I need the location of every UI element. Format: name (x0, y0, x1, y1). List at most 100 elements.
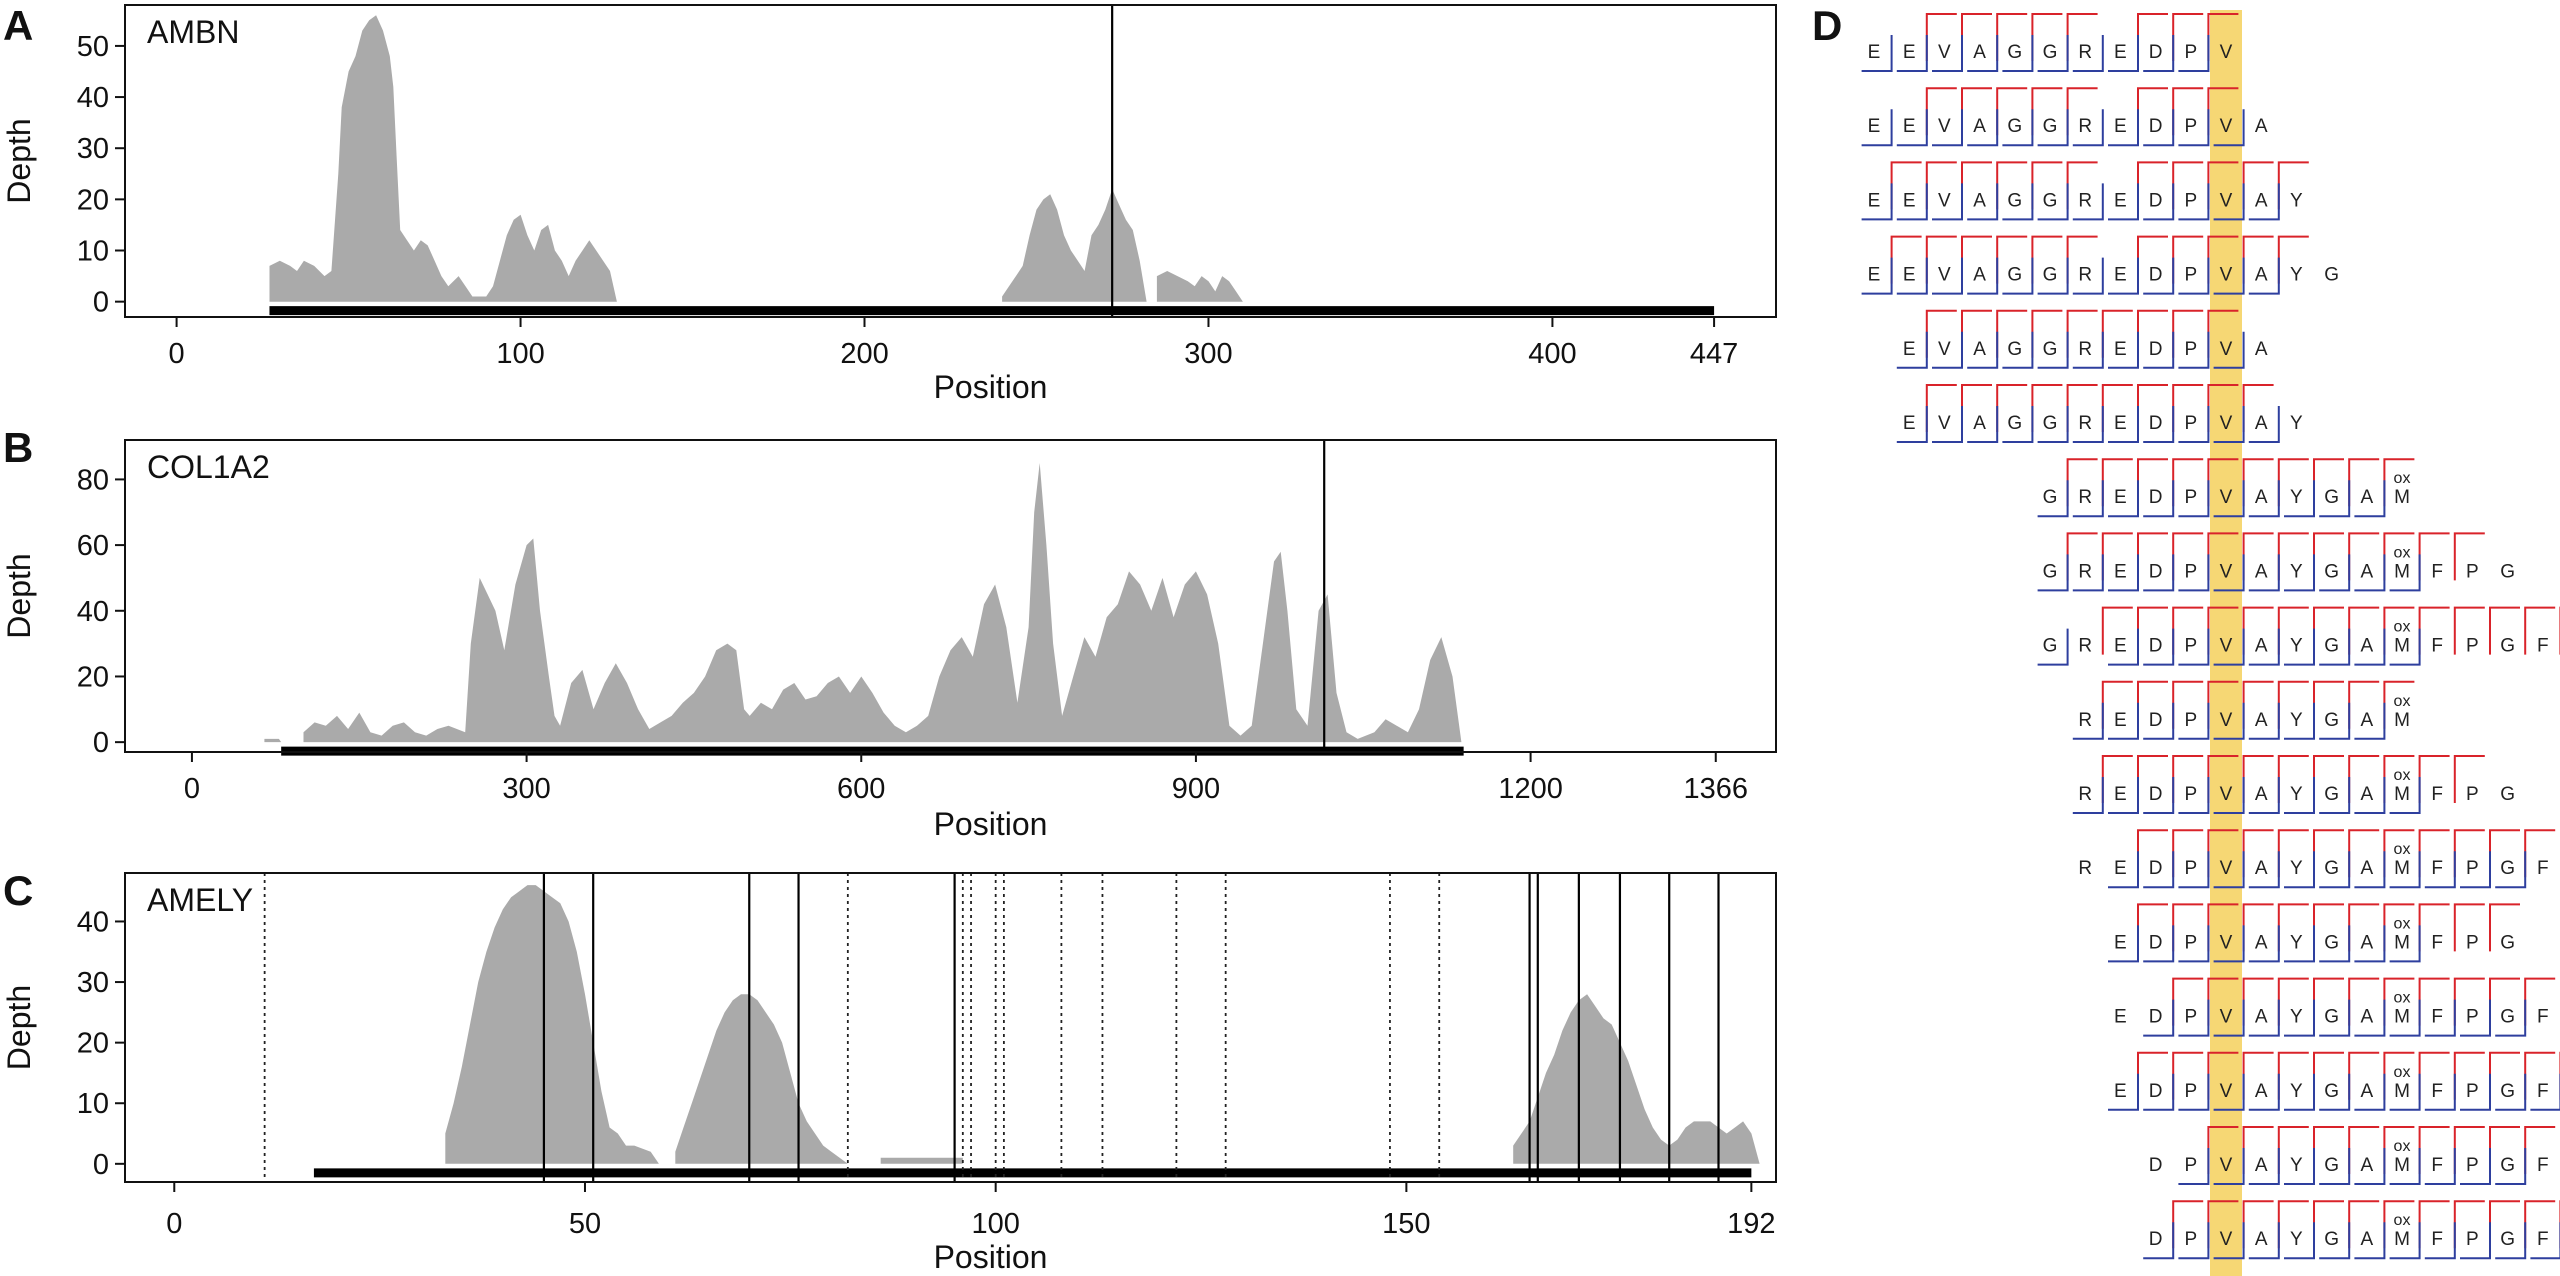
y-ion-bracket (1932, 35, 1963, 72)
y-ion-bracket (2389, 1073, 2421, 1111)
x-tick-label: 100 (496, 338, 544, 370)
y-ion-bracket (2424, 1148, 2456, 1185)
y-ion-bracket (1967, 183, 1999, 221)
y-ion-bracket (2213, 1148, 2245, 1185)
residue: P (2184, 858, 2197, 879)
y-ion-bracket (2143, 406, 2175, 443)
x-tick-label: 200 (840, 338, 888, 370)
y-ion-bracket (2389, 554, 2421, 592)
panel-letter: B (3, 424, 33, 471)
residue: G (2007, 116, 2022, 137)
residue: V (2220, 784, 2233, 805)
y-ion-bracket (2213, 109, 2245, 147)
residue: D (2149, 413, 2163, 434)
panel-letter: C (3, 867, 33, 914)
y-ion-bracket (2108, 1073, 2139, 1111)
x-tick-label: 150 (1382, 1208, 1430, 1240)
y-ion-bracket (2354, 480, 2386, 518)
residue: D (2149, 784, 2163, 805)
y-ion-bracket (2072, 109, 2104, 147)
y-tick-label: 20 (77, 1028, 109, 1060)
y-ion-bracket (2213, 406, 2245, 443)
y-ion-bracket (2248, 628, 2280, 666)
residue: V (2220, 636, 2233, 657)
y-ion-bracket (2178, 628, 2210, 666)
y-ion-bracket (1967, 406, 1999, 443)
y-ion-bracket (2319, 480, 2351, 518)
residue: P (2184, 116, 2197, 137)
y-ion-bracket (2495, 1073, 2527, 1111)
residue: A (2360, 1229, 2373, 1250)
y-ion-bracket (2389, 999, 2421, 1037)
y-ion-bracket (2178, 1148, 2210, 1185)
y-ion-bracket (2143, 109, 2175, 147)
y-ion-bracket (2002, 109, 2034, 147)
y-ion-bracket (2530, 1222, 2560, 1260)
y-ion-bracket (2178, 331, 2210, 369)
residue: G (2324, 932, 2339, 953)
x-tick-label: 600 (837, 773, 885, 805)
residue: G (2043, 413, 2058, 434)
y-ion-bracket (2284, 999, 2315, 1037)
y-ion-bracket (2072, 257, 2104, 295)
residue: M (2394, 932, 2410, 953)
residue: Y (2290, 1155, 2303, 1176)
y-ion-bracket (2143, 480, 2175, 518)
residue: P (2466, 932, 2479, 953)
residue: P (2184, 190, 2197, 211)
residue: R (2078, 636, 2092, 657)
y-tick-label: 30 (77, 967, 109, 999)
y-ion-bracket (2354, 851, 2386, 889)
y-ion-bracket (1896, 183, 1928, 221)
residue: Y (2290, 858, 2303, 879)
residue: V (1938, 265, 1951, 286)
y-ion-bracket (2072, 331, 2104, 369)
residue: E (2114, 487, 2127, 508)
residue: G (2324, 1081, 2339, 1102)
x-tick-label: 100 (971, 1208, 1019, 1240)
y-ion-bracket (2108, 777, 2139, 814)
y-ion-bracket (2143, 628, 2175, 666)
residue: A (2255, 636, 2268, 657)
residue: F (2431, 1155, 2443, 1176)
oxidation-label: ox (2394, 841, 2411, 858)
y-ion-bracket (2213, 851, 2245, 889)
residue: A (2255, 413, 2268, 434)
y-ion-bracket (2248, 183, 2280, 221)
residue: D (2149, 487, 2163, 508)
residue: F (2537, 1081, 2549, 1102)
residue: R (2078, 784, 2092, 805)
residue: A (2255, 710, 2268, 731)
residue: D (2149, 932, 2163, 953)
x-axis-title: Position (934, 369, 1048, 405)
residue: D (2149, 116, 2163, 137)
residue: V (2220, 116, 2233, 137)
y-tick-label: 30 (77, 133, 109, 165)
gene-name: COL1A2 (147, 449, 270, 485)
residue: P (2466, 561, 2479, 582)
y-ion-bracket (2424, 851, 2456, 889)
residue: E (2114, 858, 2127, 879)
y-ion-bracket (1861, 109, 1893, 147)
residue: M (2394, 561, 2410, 582)
y-ion-bracket (2108, 35, 2139, 72)
residue: P (2184, 42, 2197, 63)
residue: E (2114, 1007, 2127, 1028)
residue: F (2431, 1081, 2443, 1102)
y-ion-bracket (2495, 1148, 2527, 1185)
residue: D (2149, 710, 2163, 731)
residue: M (2394, 487, 2410, 508)
y-ion-bracket (2143, 1222, 2175, 1260)
residue: V (2220, 1081, 2233, 1102)
residue: Y (2290, 1081, 2303, 1102)
y-ion-bracket (2248, 999, 2280, 1037)
y-ion-bracket (2248, 1148, 2280, 1185)
residue: A (1973, 339, 1986, 360)
y-tick-label: 60 (77, 530, 109, 562)
residue: D (2149, 561, 2163, 582)
residue: R (2078, 710, 2092, 731)
residue: D (2149, 858, 2163, 879)
residue: A (2360, 784, 2373, 805)
y-ion-bracket (2108, 925, 2139, 963)
